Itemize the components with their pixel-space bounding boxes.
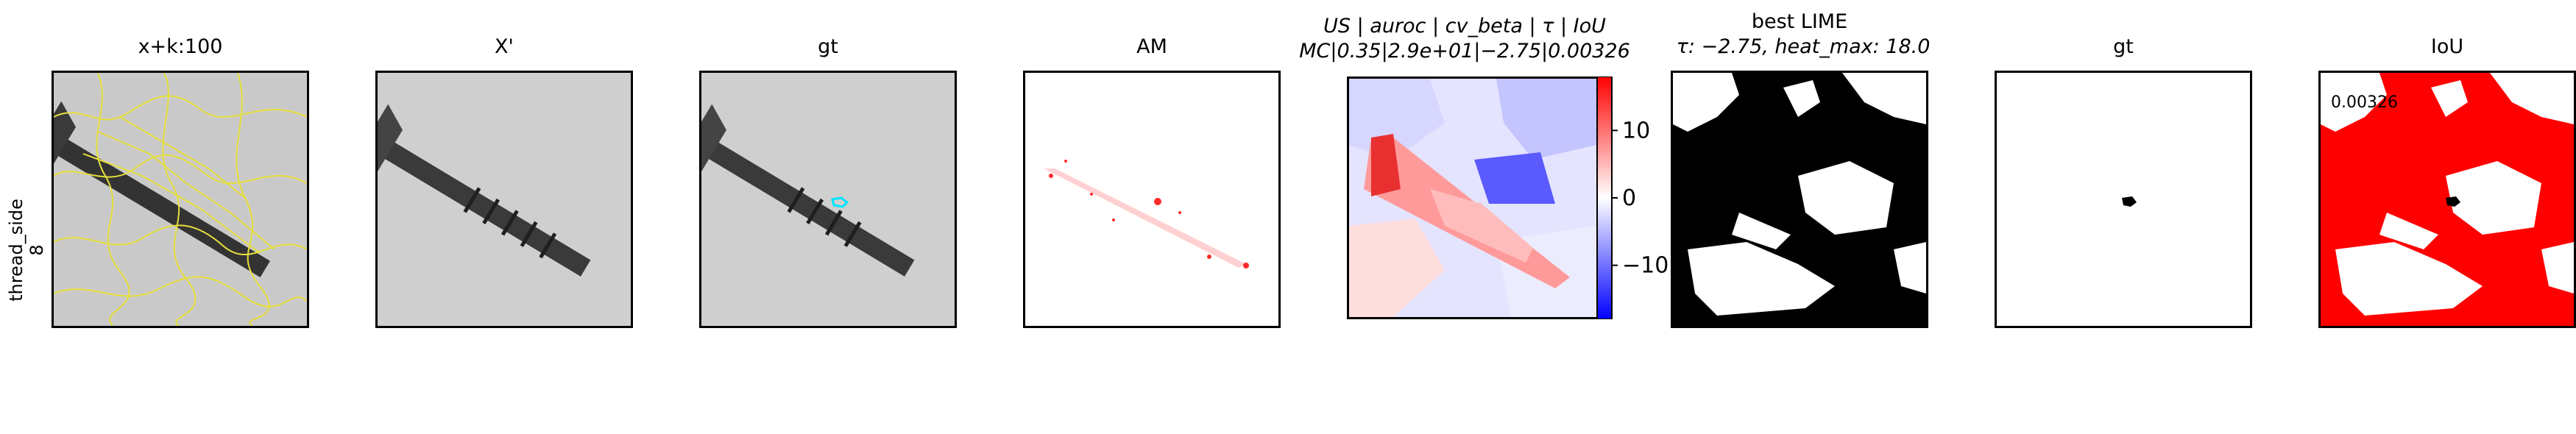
panel-title: AM	[1136, 35, 1167, 58]
gt-overlay-image	[699, 71, 957, 328]
row-label-line2: 8	[26, 244, 47, 256]
row-label: thread_side 8	[6, 66, 47, 434]
x-prime-image	[375, 71, 633, 328]
panel-title-line2: τ: −2.75, heat_max: 18.0	[1676, 35, 1931, 58]
panel-title: gt	[818, 35, 838, 58]
gt-mask-image	[1995, 71, 2252, 328]
colorbar-gradient	[1596, 77, 1613, 319]
panel-title-line1: best LIME	[1751, 10, 1848, 33]
am-activations	[1044, 160, 1249, 268]
colorbar-tick-label: −10	[1622, 253, 1669, 279]
superpixel-boundaries	[54, 73, 307, 326]
panel-title: X'	[495, 35, 514, 58]
lime-heatmap	[1347, 77, 1599, 319]
superpixel-image	[52, 71, 309, 328]
panel-title-line1: US | auroc | cv_beta | τ | IoU	[1323, 15, 1606, 38]
gt-contour	[831, 196, 849, 208]
iou-image: 0.00326	[2318, 71, 2576, 328]
row-label-line1: thread_side	[6, 199, 26, 302]
panel-title: IoU	[2430, 35, 2464, 58]
iou-value: 0.00326	[2331, 93, 2398, 112]
screw-shape	[54, 101, 270, 277]
screw-shape	[378, 104, 591, 277]
am-image	[1023, 71, 1281, 328]
panel-title: x+k:100	[138, 35, 223, 58]
colorbar-tick-label: 0	[1622, 185, 1636, 211]
colorbar-tick-label: 10	[1622, 118, 1650, 143]
gt-blob	[2122, 196, 2137, 207]
screw-shape	[701, 104, 915, 277]
panel-title: gt	[2113, 35, 2134, 58]
best-lime-mask	[1671, 71, 1928, 328]
panel-title-line2: MC|0.35|2.9e+01|−2.75|0.00326	[1299, 40, 1630, 63]
colorbar: 10 0 −10	[1596, 77, 1669, 319]
